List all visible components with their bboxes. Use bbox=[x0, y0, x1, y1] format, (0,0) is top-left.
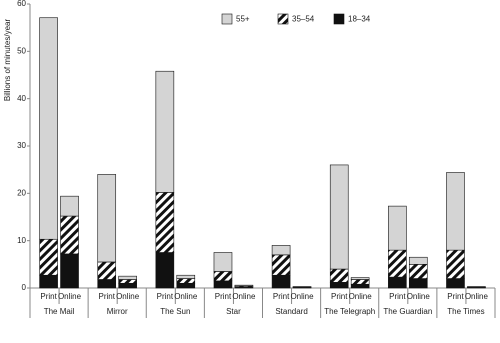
bar-segment bbox=[408, 264, 428, 279]
bar-segment bbox=[176, 282, 196, 289]
bar-segment bbox=[408, 256, 428, 265]
bar-segment bbox=[234, 284, 254, 287]
x-tick-label: Online bbox=[407, 292, 431, 301]
bar-segment bbox=[408, 278, 428, 289]
x-tick-label: Print bbox=[447, 292, 464, 301]
bar-segment bbox=[97, 279, 117, 289]
x-tick-label: Online bbox=[116, 292, 140, 301]
legend-label: 55+ bbox=[236, 15, 250, 24]
group-label: The Telegraph bbox=[324, 307, 375, 316]
bar-segment bbox=[118, 279, 137, 284]
bar-segment bbox=[388, 205, 407, 251]
bar-segment bbox=[39, 238, 58, 276]
bar-segment bbox=[213, 271, 233, 282]
bar-segment bbox=[329, 268, 349, 283]
bar-segment bbox=[97, 174, 117, 263]
x-tick-label: Print bbox=[273, 292, 290, 301]
x-tick-label: Online bbox=[290, 292, 314, 301]
bar-segment bbox=[155, 252, 175, 289]
x-tick-label: Online bbox=[58, 292, 82, 301]
bar-segment bbox=[118, 275, 137, 280]
group-label: Star bbox=[226, 307, 241, 316]
legend-swatch bbox=[333, 13, 345, 25]
bar-segment bbox=[60, 215, 79, 255]
bar-segment bbox=[155, 70, 175, 193]
group-label: The Guardian bbox=[383, 307, 432, 316]
bar-segment bbox=[176, 278, 196, 284]
bar-segment bbox=[60, 253, 79, 289]
bar-segment bbox=[39, 17, 58, 240]
bar-segment bbox=[329, 282, 349, 289]
legend-label: 35–54 bbox=[292, 15, 315, 24]
y-tick-label: 0 bbox=[22, 283, 27, 292]
y-tick-label: 10 bbox=[17, 236, 26, 245]
x-tick-label: Online bbox=[465, 292, 489, 301]
y-axis-title: Billions of minutes/year bbox=[3, 19, 12, 102]
x-tick-label: Print bbox=[389, 292, 406, 301]
legend-swatch bbox=[277, 13, 289, 25]
bar-segment bbox=[350, 283, 370, 289]
group-label: The Sun bbox=[160, 307, 190, 316]
bar-segment bbox=[388, 249, 407, 278]
x-tick-label: Print bbox=[215, 292, 232, 301]
bar-segment bbox=[446, 249, 465, 279]
bar-segment bbox=[118, 282, 137, 289]
bar-segment bbox=[350, 277, 370, 280]
bar-segment bbox=[446, 278, 465, 289]
bar-segment bbox=[388, 276, 407, 289]
bar-segment bbox=[446, 172, 465, 251]
group-label: Mirror bbox=[107, 307, 128, 316]
bar-segment bbox=[60, 195, 79, 217]
group-label: Standard bbox=[275, 307, 307, 316]
bar-segment bbox=[271, 274, 291, 289]
legend-swatch bbox=[221, 13, 233, 25]
legend-label: 18–34 bbox=[348, 15, 371, 24]
x-tick-label: Online bbox=[349, 292, 373, 301]
x-tick-label: Online bbox=[232, 292, 256, 301]
y-tick-label: 60 bbox=[17, 0, 26, 8]
x-tick-label: Print bbox=[40, 292, 57, 301]
bar-segment bbox=[213, 252, 233, 272]
bar-segment bbox=[213, 280, 233, 289]
bar-segment bbox=[155, 192, 175, 253]
x-tick-label: Online bbox=[174, 292, 198, 301]
x-tick-label: Print bbox=[331, 292, 348, 301]
bar-segment bbox=[350, 279, 370, 285]
y-tick-label: 40 bbox=[17, 94, 26, 103]
x-tick-label: Print bbox=[98, 292, 115, 301]
x-tick-label: Print bbox=[157, 292, 174, 301]
bar-segment bbox=[271, 245, 291, 256]
y-tick-label: 20 bbox=[17, 188, 26, 197]
bar-segment bbox=[39, 274, 58, 289]
group-label: The Times bbox=[447, 307, 484, 316]
y-tick-label: 30 bbox=[17, 141, 26, 150]
bar-segment bbox=[97, 261, 117, 280]
bar-segment bbox=[329, 164, 349, 270]
bar-segment bbox=[271, 254, 291, 276]
group-label: The Mail bbox=[44, 307, 75, 316]
bar-segment bbox=[176, 274, 196, 279]
y-tick-label: 50 bbox=[17, 46, 26, 55]
